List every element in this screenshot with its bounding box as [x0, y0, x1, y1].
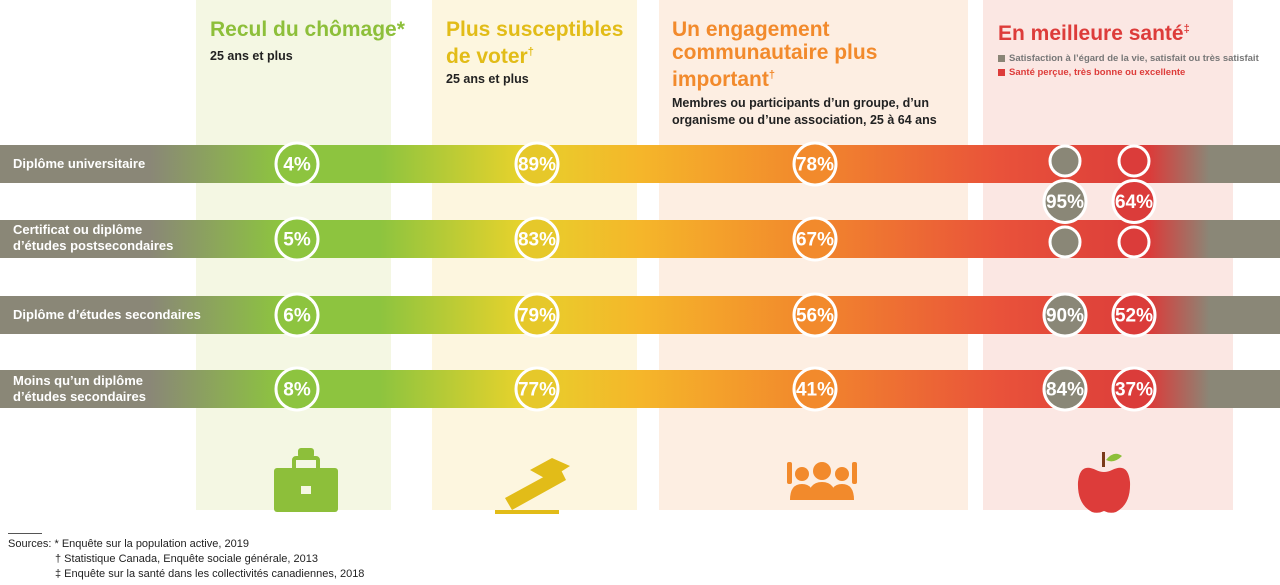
health-small-circle-bottom [1117, 225, 1151, 259]
value-label: 64% [1115, 192, 1153, 213]
legend-label-health: Santé perçue, très bonne ou excellente [1009, 67, 1186, 78]
value-circle [514, 292, 560, 338]
value-circle [1111, 366, 1157, 412]
column-title-community: Un engagement communautaire plus importa… [672, 18, 878, 91]
value-circle [792, 366, 838, 412]
value-label: 41% [796, 380, 834, 401]
row-label-university: Diplôme universitaire [13, 156, 146, 171]
column-subtitle-unemployment: 25 ans et plus [210, 49, 293, 63]
value-circle [1042, 366, 1088, 412]
value-label: 77% [518, 380, 556, 401]
ballot-box-icon [495, 458, 570, 514]
row-label-less-than-secondary: Moins qu’un diplôme d’études secondaires [13, 373, 146, 404]
column-title-unemployment: Recul du chômage* [210, 18, 405, 41]
row-label-postsecondary: Certificat ou diplôme d’études postsecon… [13, 222, 174, 253]
value-label: 89% [518, 155, 556, 176]
value-circle [792, 216, 838, 262]
value-label: 84% [1046, 380, 1084, 401]
sources: Sources: * Enquête sur la population act… [8, 537, 364, 582]
value-label: 37% [1115, 380, 1153, 401]
value-circle [274, 366, 320, 412]
legend-swatch-life [998, 55, 1005, 62]
value-circle [274, 141, 320, 187]
value-circle [274, 292, 320, 338]
source-line-3: ‡ Enquête sur la santé dans les collecti… [55, 568, 365, 580]
health-small-circle-bottom [1048, 225, 1082, 259]
column-title-health: En meilleure santé‡ [998, 22, 1190, 45]
value-label: 56% [796, 306, 834, 327]
health-small-circle-top [1048, 144, 1082, 178]
value-circle [514, 141, 560, 187]
value-label: 83% [518, 230, 556, 251]
column-title-voting: Plus susceptibles de voter† [446, 18, 624, 68]
column-subtitle-community: Membres ou participants d’un groupe, d’u… [672, 96, 937, 127]
value-label: 52% [1115, 306, 1153, 327]
value-circle [1042, 179, 1088, 224]
value-circle [792, 141, 838, 187]
value-label: 90% [1046, 306, 1084, 327]
value-label: 78% [796, 155, 834, 176]
legend-label-life: Satisfaction à l’égard de la vie, satisf… [1009, 53, 1259, 64]
value-label: 6% [283, 306, 311, 327]
column-subtitle-voting: 25 ans et plus [446, 72, 529, 86]
source-line-1: * Enquête sur la population active, 2019 [54, 538, 249, 550]
value-label: 8% [283, 380, 311, 401]
legend-life-satisfaction: Satisfaction à l’égard de la vie, satisf… [998, 53, 1259, 64]
value-circle [1111, 292, 1157, 338]
value-label: 4% [283, 155, 311, 176]
value-circle [792, 292, 838, 338]
value-label: 67% [796, 230, 834, 251]
health-small-circle-top [1117, 144, 1151, 178]
value-label: 5% [283, 230, 311, 251]
value-label: 79% [518, 306, 556, 327]
chart-canvas: 4% 89% 78% 95% 64% 5% 83% 67% 6% 79% 56% 90% 52% 8% 77… [274, 141, 1157, 514]
sources-rule [8, 533, 42, 534]
value-circle [514, 366, 560, 412]
value-circle [1042, 292, 1088, 338]
people-hands-raised-icon [787, 462, 857, 500]
value-circle [274, 216, 320, 262]
sources-label: Sources: [8, 538, 52, 550]
legend-swatch-health [998, 69, 1005, 76]
source-line-2: † Statistique Canada, Enquête sociale gé… [55, 553, 318, 565]
value-circle [514, 216, 560, 262]
apple-icon [1077, 452, 1131, 513]
legend-health: Santé perçue, très bonne ou excellente [998, 67, 1185, 78]
briefcase-icon [274, 448, 338, 512]
row-label-secondary: Diplôme d’études secondaires [13, 307, 201, 322]
value-label: 95% [1046, 192, 1084, 213]
value-circle [1111, 179, 1157, 224]
